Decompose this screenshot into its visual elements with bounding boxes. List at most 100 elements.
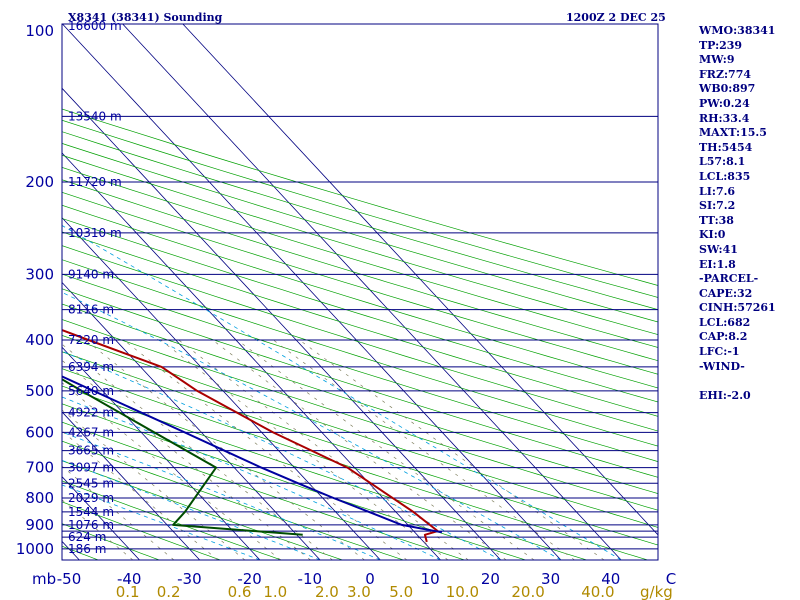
mixing-ratio-line [62,343,333,560]
mixing-ratio-label: 0.1 [116,583,140,600]
mixing-ratio-label: 2.0 [315,583,339,600]
isotherm-line [122,24,622,560]
index-line: TT:38 [699,213,734,227]
temperature-tick-label: -50 [57,570,82,588]
dry-adiabat [62,131,658,310]
height-label: 3097 m [68,461,114,475]
height-label: 4922 m [68,406,114,420]
index-line: LI:7.6 [699,184,736,198]
height-label: 16600 m [68,19,122,33]
mixing-ratio-line [62,359,311,560]
isotherm-line [62,346,261,560]
mixing-ratio-line [237,339,535,560]
index-line: TH:5454 [699,140,753,154]
index-line: EI:1.8 [699,257,736,271]
temperature-tick-label: 30 [541,570,560,588]
dry-adiabat [62,335,658,528]
mixing-ratio-line [212,339,507,560]
temperature-tick-label: C [666,570,676,588]
dry-adiabat [62,154,658,335]
index-line: MAXT:15.5 [699,126,767,140]
dry-adiabat [62,460,343,560]
profiles [62,329,443,543]
mixing-ratio-label: 3.0 [347,583,371,600]
dry-adiabat [62,288,658,478]
height-label: 6394 m [68,360,114,374]
dry-adiabat [62,501,221,560]
pressure-unit-label: mb [32,570,56,588]
index-line: LCL:835 [699,169,751,183]
height-label: 624 m [68,530,106,544]
index-line: EHI:-2.0 [699,388,751,402]
pressure-tick-label: 1000 [16,540,54,558]
dry-adiabat [62,368,648,560]
mixing-ratio-line [62,465,175,560]
dry-adiabat [62,259,658,447]
moist-adiabat [62,459,321,560]
dry-adiabat [62,204,658,389]
dry-adiabat [62,440,404,560]
temperature-tick-label: -30 [177,570,202,588]
dry-adiabat [62,167,658,348]
height-label: 1544 m [68,505,114,519]
dry-adiabat [62,143,658,323]
pressure-tick-label: 500 [25,382,54,400]
temperature-tick-label: -10 [298,570,323,588]
temperature-tick-label: 40 [601,570,620,588]
mixing-ratio-line [123,339,408,560]
index-line: WMO:38341 [699,24,776,37]
isotherm-line [62,24,562,560]
temperature-profile [62,329,439,543]
height-label: 11720 m [68,175,122,189]
index-line: RH:33.4 [699,111,750,125]
mixing-ratio-label: 1.0 [263,583,287,600]
dry-adiabat [62,351,658,546]
dry-adiabat [62,303,658,494]
height-label: 1076 m [68,518,114,532]
mixing-ratio-line [62,499,134,560]
height-label: 2029 m [68,491,114,505]
height-label: 13540 m [68,109,122,123]
isotherm-line [182,24,658,536]
mixing-ratio-unit-label: g/kg [640,583,673,600]
pressure-tick-label: 400 [25,331,54,349]
index-line: LCL:682 [699,315,751,329]
height-label: 10310 m [68,226,122,240]
height-label: 2545 m [68,476,114,490]
dry-adiabat [62,319,658,511]
dry-adiabat [62,179,658,362]
mixing-ratio-line [299,339,605,560]
isotherm-line [0,24,19,560]
index-line: KI:0 [699,228,726,242]
index-line [699,374,799,389]
mixing-ratio-line [273,339,575,560]
index-line: CAP:8.2 [699,330,748,344]
dry-adiabat [62,191,658,375]
pressure-tick-label: 700 [25,459,54,477]
mixing-ratio-label: 0.2 [157,583,181,600]
chart-grid [0,24,658,560]
mixing-ratio-label: 0.6 [228,583,252,600]
dry-adiabat [62,245,658,432]
height-label: 8116 m [68,303,114,317]
temperature-tick-label: 20 [481,570,500,588]
dry-adiabat [62,273,658,462]
temperature-tick-label: 10 [421,570,440,588]
dry-adiabat [62,119,658,298]
stability-indices-list: WMO:38341 TP:239 MW:9 FRZ:774 WB0:897 PW:0.24… [699,24,799,403]
index-line: -PARCEL- [699,272,759,286]
pressure-tick-label: 800 [25,489,54,507]
mixing-ratio-label: 40.0 [581,583,614,600]
isotherm-line [62,217,381,560]
pressure-tick-label: 900 [25,516,54,534]
isotherm-line [62,152,441,560]
height-label: 4267 m [68,425,114,439]
index-line: CAPE:32 [699,286,753,300]
height-label: 7220 m [68,333,114,347]
chart-title: X8341 (38341) Sounding [68,11,223,24]
index-line: WB0:897 [699,82,756,96]
pressure-tick-label: 200 [25,173,54,191]
mixing-ratio-line [62,382,281,560]
index-line: FRZ:774 [699,67,752,81]
